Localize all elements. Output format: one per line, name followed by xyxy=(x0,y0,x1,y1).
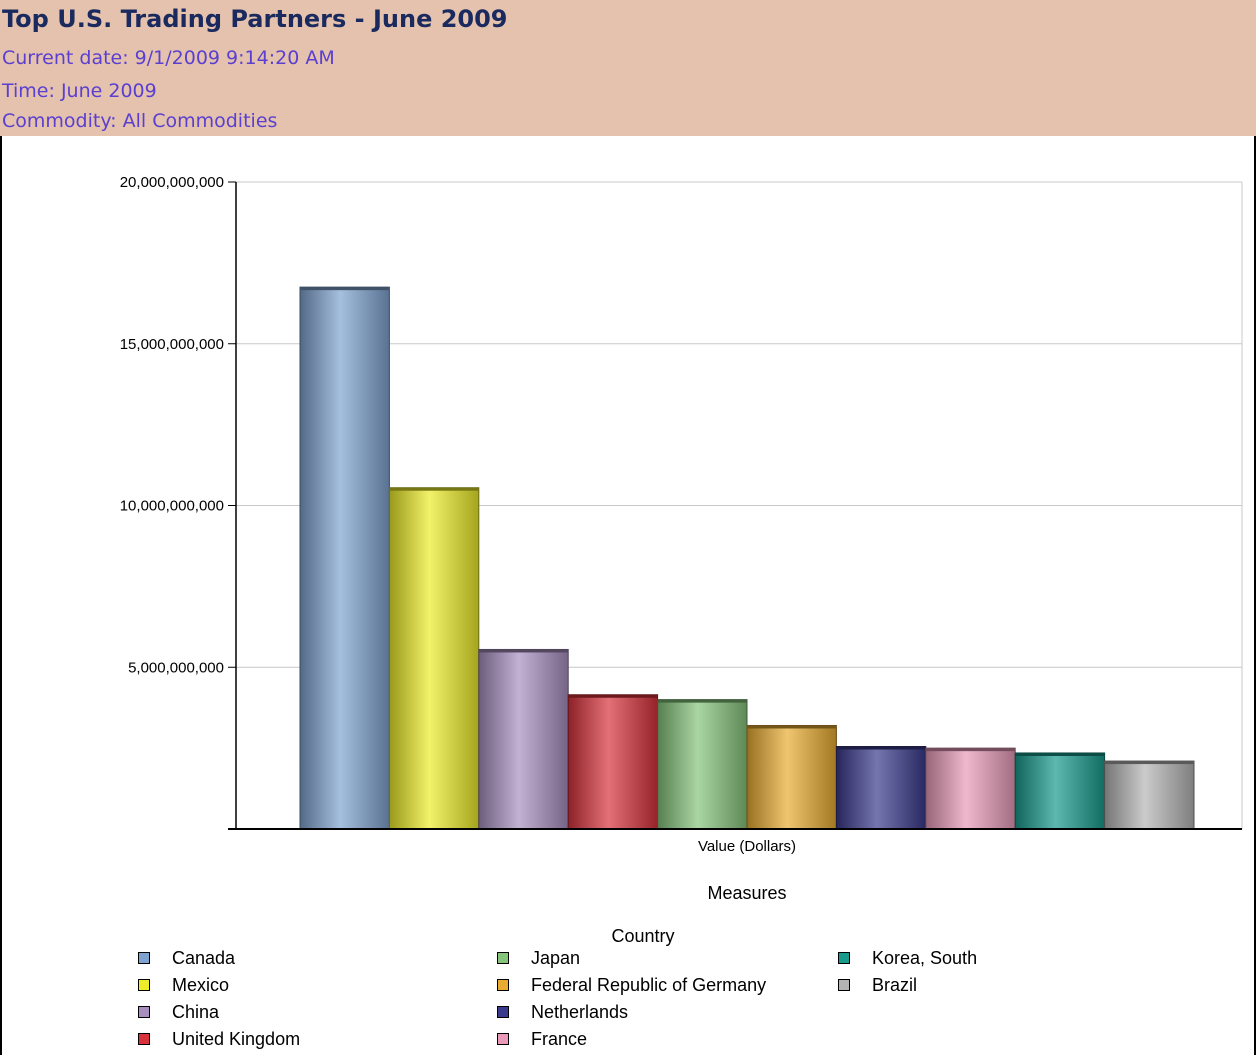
legend-item-federal-republic-of-germany: Federal Republic of Germany xyxy=(497,973,766,997)
x-axis-title: Measures xyxy=(707,883,786,903)
bar-mexico xyxy=(388,487,480,830)
chart-axes xyxy=(228,181,1243,830)
bar-brazil xyxy=(1104,760,1195,830)
legend-item-canada: Canada xyxy=(138,946,235,970)
legend-item-united-kingdom: United Kingdom xyxy=(138,1027,300,1051)
y-tick-label: 10,000,000,000 xyxy=(120,498,224,515)
legend-swatch xyxy=(497,1006,509,1018)
legend-item-france: France xyxy=(497,1027,587,1051)
commodity-filter-text: Commodity: All Commodities xyxy=(2,110,278,132)
legend-swatch xyxy=(497,979,509,991)
legend-label: France xyxy=(531,1028,588,1049)
legend-item-korea-south: Korea, South xyxy=(838,946,977,970)
legend-label: United Kingdom xyxy=(172,1028,301,1049)
bar-federal-republic-of-germany xyxy=(746,724,837,830)
bar-chart: 5,000,000,000 10,000,000,000 15,000,000,00… xyxy=(120,174,1243,903)
legend-swatch xyxy=(138,1033,150,1045)
bar-netherlands xyxy=(835,746,927,830)
y-tick-label: 5,000,000,000 xyxy=(128,659,224,676)
legend-title: Country xyxy=(611,926,675,946)
bar-cap xyxy=(836,746,926,750)
bar-france xyxy=(925,747,1016,830)
legend-swatch xyxy=(838,952,850,964)
legend-swatch xyxy=(497,952,509,964)
bar-cap xyxy=(389,487,479,491)
legend-swatch xyxy=(138,952,150,964)
bar-cap xyxy=(478,649,569,653)
legend-item-netherlands: Netherlands xyxy=(497,1000,628,1024)
current-date-text: Current date: 9/1/2009 9:14:20 AM xyxy=(2,47,335,69)
bar-cap xyxy=(568,694,658,698)
y-tick-label: 15,000,000,000 xyxy=(120,336,224,353)
time-filter-text: Time: June 2009 xyxy=(2,80,157,102)
legend-item-japan: Japan xyxy=(497,946,580,970)
bar-cap xyxy=(300,287,390,291)
report-title: Top U.S. Trading Partners - June 2009 xyxy=(2,5,508,33)
bar-korea-south xyxy=(1014,752,1106,830)
legend-label: China xyxy=(172,1001,220,1022)
bar-canada xyxy=(299,286,390,830)
y-tick-label: 20,000,000,000 xyxy=(120,174,224,191)
legend-swatch xyxy=(138,979,150,991)
legend-label: Canada xyxy=(172,947,236,968)
legend-label: Brazil xyxy=(872,974,918,995)
bar-cap xyxy=(747,725,837,729)
bar-cap xyxy=(657,699,747,703)
bar-united-kingdom xyxy=(567,694,659,830)
y-axis-ticks: 5,000,000,000 10,000,000,000 15,000,000,00… xyxy=(120,174,236,830)
legend-swatch xyxy=(838,979,850,991)
bar-japan xyxy=(657,699,748,830)
bar-china xyxy=(478,648,569,830)
chart-legend: Country Canada Mexico China United Kingdom J… xyxy=(0,926,1256,1054)
x-category-label: Value (Dollars) xyxy=(698,838,796,855)
legend-swatch xyxy=(497,1033,509,1045)
legend-label: Federal Republic of Germany xyxy=(531,974,767,995)
bar-cap xyxy=(1104,761,1194,765)
bar-cap xyxy=(925,748,1016,752)
legend-label: Mexico xyxy=(172,974,230,995)
legend-label: Netherlands xyxy=(531,1001,629,1022)
bar-cap xyxy=(1015,752,1105,756)
legend-item-mexico: Mexico xyxy=(138,973,229,997)
legend-item-china: China xyxy=(138,1000,219,1024)
report-header: Top U.S. Trading Partners - June 2009 Cu… xyxy=(0,0,1256,136)
legend-item-brazil: Brazil xyxy=(838,973,917,997)
legend-label: Korea, South xyxy=(872,947,978,968)
chart-bars xyxy=(299,286,1195,830)
legend-swatch xyxy=(138,1006,150,1018)
legend-label: Japan xyxy=(531,947,581,968)
